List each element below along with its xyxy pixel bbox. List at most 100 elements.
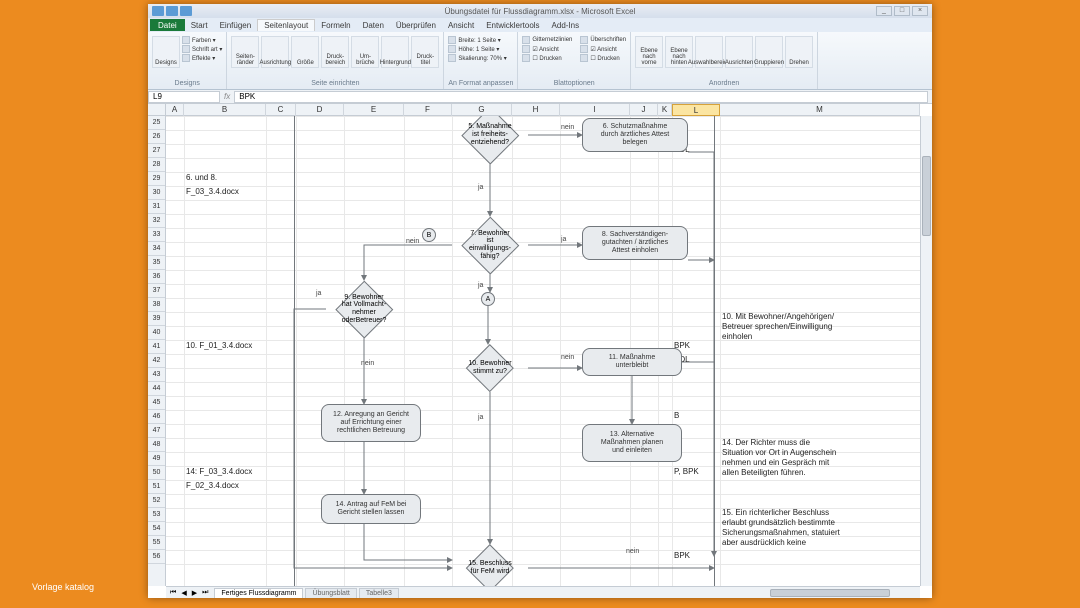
col-header-J[interactable]: J: [630, 104, 658, 116]
ribbon-tab-formeln[interactable]: Formeln: [315, 20, 356, 31]
cell-B50[interactable]: 14: F_03_3.4.docx: [186, 467, 252, 476]
row-header-25[interactable]: 25: [148, 116, 165, 130]
flow-process-n6[interactable]: 6. Schutzmaßnahmedurch ärztliches Attest…: [582, 118, 688, 152]
ribbon-tab-seitenlayout[interactable]: Seitenlayout: [257, 19, 315, 31]
ribbon-tab-daten[interactable]: Daten: [357, 20, 390, 31]
row-header-44[interactable]: 44: [148, 382, 165, 396]
ribbon-option[interactable]: Farben ▾: [182, 36, 222, 44]
cell-B29[interactable]: 6. und 8.: [186, 173, 217, 182]
tab-nav-button[interactable]: ▶: [190, 589, 199, 597]
sheet-tab[interactable]: Übungsblatt: [305, 588, 356, 598]
ribbon-option[interactable]: ☑ Ansicht: [580, 45, 626, 53]
row-header-29[interactable]: 29: [148, 172, 165, 186]
ribbon-tab-überprüfen[interactable]: Überprüfen: [390, 20, 442, 31]
row-header-38[interactable]: 38: [148, 298, 165, 312]
ribbon-button[interactable]: Ebene nach vorne: [635, 36, 663, 68]
row-header-51[interactable]: 51: [148, 480, 165, 494]
ribbon-option[interactable]: ☑ Ansicht: [522, 45, 572, 53]
col-header-I[interactable]: I: [560, 104, 630, 116]
ribbon-option[interactable]: ☐ Drucken: [580, 54, 626, 62]
row-header-34[interactable]: 34: [148, 242, 165, 256]
row-header-26[interactable]: 26: [148, 130, 165, 144]
flow-process-n14[interactable]: 14. Antrag auf FeM beiGericht stellen la…: [321, 494, 421, 524]
flow-decision-n7[interactable]: 7. Bewohneristeinwilligungs-fähig?: [452, 216, 528, 274]
ribbon-button[interactable]: Gruppieren: [755, 36, 783, 68]
ribbon-option[interactable]: Gitternetzlinien: [522, 36, 572, 44]
col-header-G[interactable]: G: [452, 104, 512, 116]
ribbon-button[interactable]: Ausrichtung: [261, 36, 289, 68]
ribbon-button[interactable]: Druck- titel: [411, 36, 439, 68]
row-header-28[interactable]: 28: [148, 158, 165, 172]
flow-process-n12[interactable]: 12. Anregung an Gerichtauf Errichtung ei…: [321, 404, 421, 442]
ribbon-button[interactable]: Druck- bereich: [321, 36, 349, 68]
column-headers[interactable]: ABCDEFGHIJKLM: [166, 104, 920, 116]
ribbon-tab-add-ins[interactable]: Add-Ins: [546, 20, 586, 31]
cell-L56[interactable]: BPK: [674, 551, 690, 560]
row-header-41[interactable]: 41: [148, 340, 165, 354]
ribbon-option[interactable]: Schrift art ▾: [182, 45, 222, 53]
cell-B51[interactable]: F_02_3.4.docx: [186, 481, 239, 490]
col-header-L[interactable]: L: [672, 104, 720, 116]
row-header-43[interactable]: 43: [148, 368, 165, 382]
col-header-C[interactable]: C: [266, 104, 296, 116]
row-header-56[interactable]: 56: [148, 550, 165, 564]
ribbon-tab-start[interactable]: Start: [185, 20, 214, 31]
ribbon-option[interactable]: Höhe: 1 Seite ▾: [448, 45, 506, 53]
flow-process-n8[interactable]: 8. Sachverständigen-gutachten / ärztlich…: [582, 226, 688, 260]
ribbon-option[interactable]: Skalierung: 70% ▾: [448, 54, 506, 62]
ribbon-tab-einfügen[interactable]: Einfügen: [214, 20, 258, 31]
row-header-31[interactable]: 31: [148, 200, 165, 214]
flow-decision-n15[interactable]: 15. Beschlussfür FeM wird: [452, 544, 528, 586]
close-button[interactable]: ×: [912, 6, 928, 16]
ribbon-button[interactable]: Ausrichten: [725, 36, 753, 68]
row-header-46[interactable]: 46: [148, 410, 165, 424]
col-header-H[interactable]: H: [512, 104, 560, 116]
row-header-40[interactable]: 40: [148, 326, 165, 340]
col-header-K[interactable]: K: [658, 104, 672, 116]
ribbon-button[interactable]: Drehen: [785, 36, 813, 68]
vertical-scrollbar[interactable]: [920, 116, 932, 586]
grid-area[interactable]: 6. und 8.F_03_3.4.docx10. F_01_3.4.docx1…: [166, 116, 920, 586]
ribbon-button[interactable]: Hintergrund: [381, 36, 409, 68]
ribbon-button[interactable]: Auswahlbereich: [695, 36, 723, 68]
ribbon-button[interactable]: Größe: [291, 36, 319, 68]
ribbon-tab-ansicht[interactable]: Ansicht: [442, 20, 480, 31]
row-header-37[interactable]: 37: [148, 284, 165, 298]
row-header-50[interactable]: 50: [148, 466, 165, 480]
tab-nav-button[interactable]: ◀: [179, 589, 188, 597]
row-header-30[interactable]: 30: [148, 186, 165, 200]
col-header-B[interactable]: B: [184, 104, 266, 116]
col-header-M[interactable]: M: [720, 104, 920, 116]
flow-decision-n10[interactable]: 10. Bewohnerstimmt zu?: [452, 344, 528, 392]
sheet-tab[interactable]: Tabelle3: [359, 588, 399, 598]
col-header-D[interactable]: D: [296, 104, 344, 116]
col-header-E[interactable]: E: [344, 104, 404, 116]
ribbon-option[interactable]: Effekte ▾: [182, 54, 222, 62]
flow-decision-n5[interactable]: 5. Maßnahmeist freiheits-entziehend?: [452, 116, 528, 164]
flow-decision-n9[interactable]: 9. Bewohnerhat Vollmacht-nehmeroderBetre…: [326, 280, 402, 338]
row-header-45[interactable]: 45: [148, 396, 165, 410]
row-header-49[interactable]: 49: [148, 452, 165, 466]
ribbon-option[interactable]: Überschriften: [580, 36, 626, 44]
quick-access-toolbar[interactable]: [152, 6, 192, 16]
worksheet[interactable]: ABCDEFGHIJKLM 25262728293031323334353637…: [148, 104, 932, 598]
row-header-55[interactable]: 55: [148, 536, 165, 550]
scroll-thumb-h[interactable]: [770, 589, 890, 597]
tab-nav-button[interactable]: ⏮: [168, 589, 178, 597]
row-header-42[interactable]: 42: [148, 354, 165, 368]
minimize-button[interactable]: _: [876, 6, 892, 16]
select-all-corner[interactable]: [148, 104, 166, 116]
cell-L50[interactable]: P, BPK: [674, 467, 699, 476]
flow-connector-A[interactable]: A: [481, 292, 495, 306]
flow-connector-B[interactable]: B: [422, 228, 436, 242]
row-header-39[interactable]: 39: [148, 312, 165, 326]
row-header-36[interactable]: 36: [148, 270, 165, 284]
fx-icon[interactable]: fx: [224, 92, 230, 101]
row-header-32[interactable]: 32: [148, 214, 165, 228]
row-header-35[interactable]: 35: [148, 256, 165, 270]
sheet-tab-active[interactable]: Fertiges Flussdiagramm: [214, 588, 303, 598]
cell-L46[interactable]: B: [674, 411, 679, 420]
row-header-53[interactable]: 53: [148, 508, 165, 522]
flow-process-n13[interactable]: 13. AlternativeMaßnahmen planenund einle…: [582, 424, 682, 462]
row-header-48[interactable]: 48: [148, 438, 165, 452]
